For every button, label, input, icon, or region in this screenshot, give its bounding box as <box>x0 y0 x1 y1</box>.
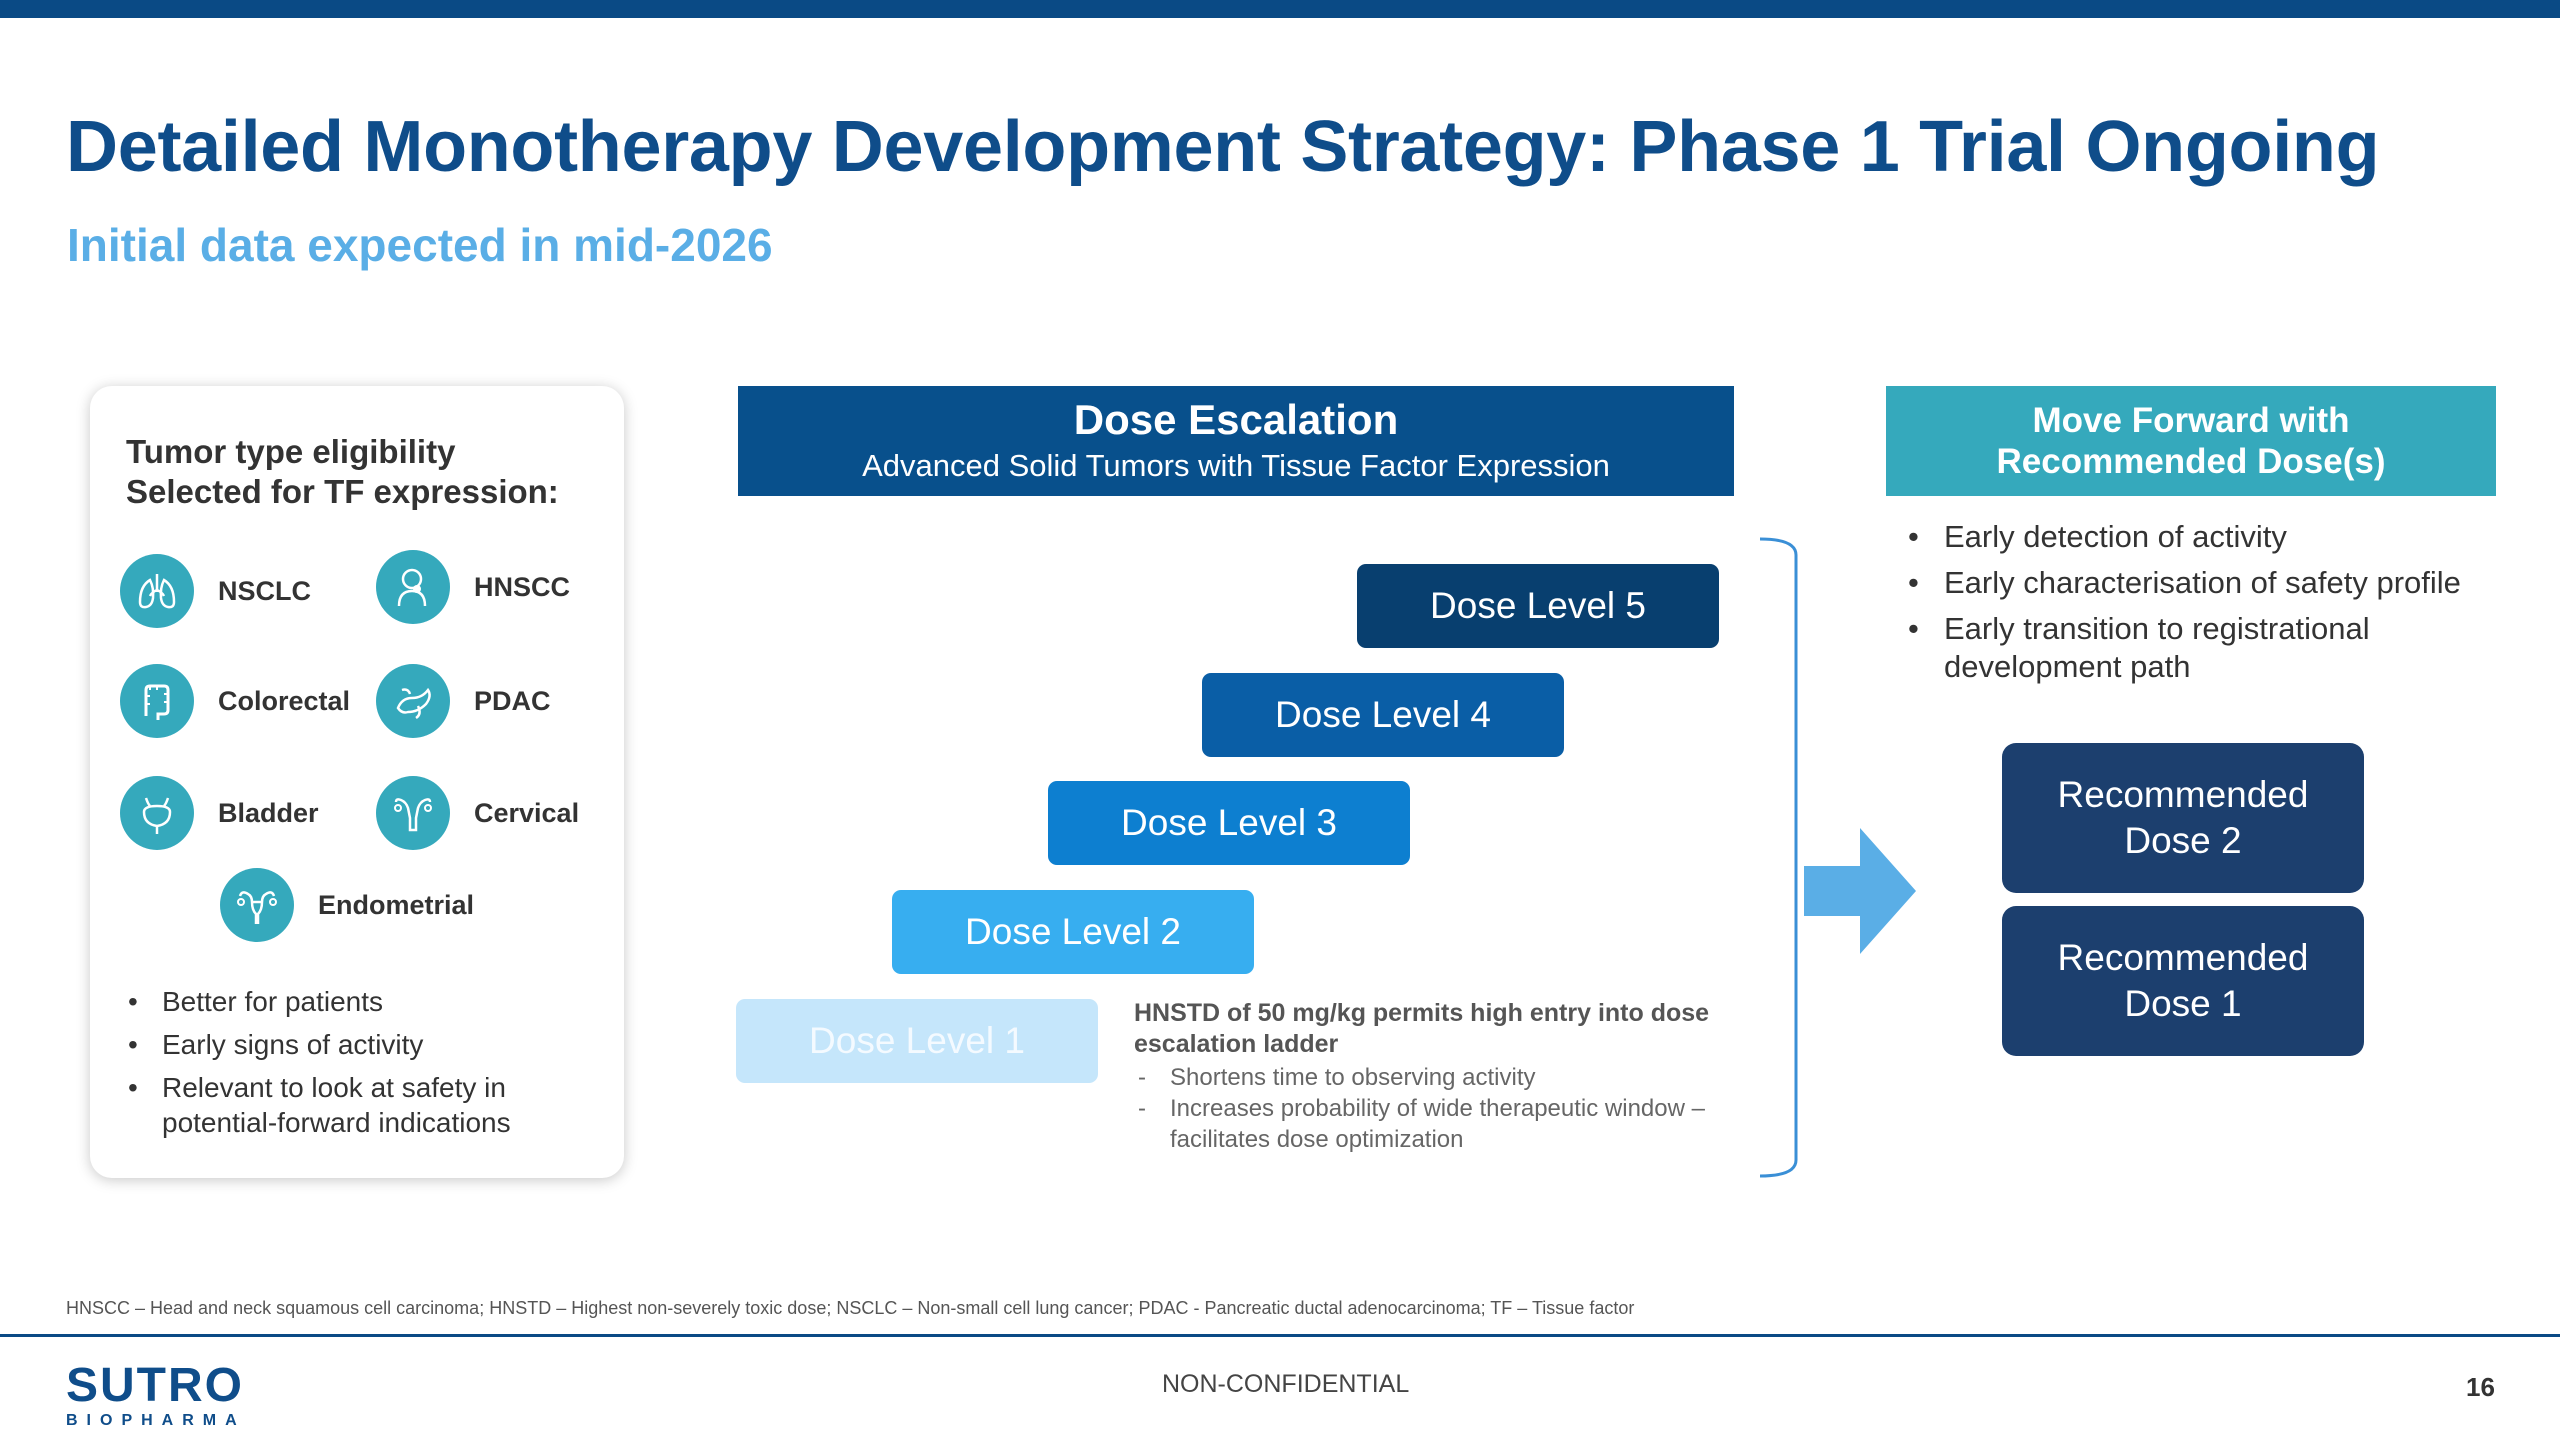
tumor-label: HNSCC <box>474 571 571 602</box>
tumor-label: Bladder <box>218 797 319 828</box>
dose-escalation-header: Dose Escalation Advanced Solid Tumors wi… <box>738 386 1734 496</box>
footer-divider <box>0 1334 2560 1337</box>
list-item: Shortens time to observing activity <box>1134 1062 1774 1093</box>
list-item: Early characterisation of safety profile <box>1906 564 2526 602</box>
recommended-dose-label: Recommended <box>2057 774 2309 815</box>
tumor-card-heading-line1: Tumor type eligibility <box>126 433 456 470</box>
tumor-eligibility-card: Tumor type eligibility Selected for TF e… <box>90 386 624 1178</box>
recommended-dose-1: Recommended Dose 1 <box>2002 906 2364 1056</box>
arrow-right-icon <box>1804 828 1916 954</box>
page-number: 16 <box>2466 1372 2495 1402</box>
tumor-card-bullets: Better for patients Early signs of activ… <box>126 984 596 1148</box>
list-item: Early signs of activity <box>126 1027 596 1062</box>
list-item: Relevant to look at safety in potential-… <box>126 1070 596 1140</box>
colon-icon <box>120 664 194 738</box>
tumor-card-heading: Tumor type eligibility Selected for TF e… <box>126 432 559 512</box>
tumor-item-pdac: PDAC <box>376 664 551 738</box>
recommended-dose-number: Dose 1 <box>2124 983 2242 1024</box>
tumor-label: Cervical <box>474 797 580 828</box>
dose-level-3: Dose Level 3 <box>1048 781 1410 865</box>
recommended-dose-2: Recommended Dose 2 <box>2002 743 2364 893</box>
dose-level-2: Dose Level 2 <box>892 890 1254 974</box>
hnstd-note: HNSTD of 50 mg/kg permits high entry int… <box>1134 998 1774 1155</box>
tumor-label: Colorectal <box>218 685 351 716</box>
lungs-icon <box>120 554 194 628</box>
tumor-item-hnscc: HNSCC <box>376 550 570 624</box>
tumor-label: Endometrial <box>318 889 475 920</box>
list-item: Increases probability of wide therapeuti… <box>1134 1093 1774 1155</box>
pancreas-icon <box>376 664 450 738</box>
tumor-item-nsclc: NSCLC <box>120 554 311 628</box>
dose-escalation-title: Dose Escalation <box>1073 396 1399 443</box>
list-item: Early detection of activity <box>1906 518 2526 556</box>
right-bracket <box>1759 537 1798 1178</box>
move-forward-title-line1: Move Forward with <box>2032 401 2350 440</box>
tumor-item-colorectal: Colorectal <box>120 664 350 738</box>
move-forward-bullets: Early detection of activity Early charac… <box>1906 518 2526 694</box>
tumor-label: NSCLC <box>218 575 311 606</box>
logo-wordmark: SUTRO <box>66 1359 244 1412</box>
abbreviations-footnote: HNSCC – Head and neck squamous cell carc… <box>66 1298 1635 1318</box>
head-neck-icon <box>376 550 450 624</box>
list-item: Better for patients <box>126 984 596 1019</box>
move-forward-header: Move Forward with Recommended Dose(s) <box>1886 386 2496 496</box>
dose-escalation-subtitle: Advanced Solid Tumors with Tissue Factor… <box>862 448 1610 483</box>
confidentiality-label: NON-CONFIDENTIAL <box>1162 1370 1410 1398</box>
dose-level-4: Dose Level 4 <box>1202 673 1564 757</box>
cervix-icon <box>376 776 450 850</box>
uterus-icon <box>220 868 294 942</box>
tumor-card-heading-line2: Selected for TF expression: <box>126 473 559 510</box>
tumor-item-bladder: Bladder <box>120 776 319 850</box>
top-accent-bar <box>0 0 2560 18</box>
sutro-logo: SUTRO BIOPHARMA <box>66 1362 246 1430</box>
bladder-icon <box>120 776 194 850</box>
hnstd-points: Shortens time to observing activity Incr… <box>1134 1062 1774 1155</box>
move-forward-title-line2: Recommended Dose(s) <box>1996 442 2386 481</box>
recommended-dose-number: Dose 2 <box>2124 820 2242 861</box>
slide-title: Detailed Monotherapy Development Strateg… <box>66 107 2380 187</box>
logo-subtext: BIOPHARMA <box>66 1412 246 1429</box>
dose-level-1: Dose Level 1 <box>736 999 1098 1083</box>
slide-subtitle: Initial data expected in mid-2026 <box>67 219 773 271</box>
tumor-item-endometrial: Endometrial <box>220 868 474 942</box>
dose-level-5: Dose Level 5 <box>1357 564 1719 648</box>
hnstd-title: HNSTD of 50 mg/kg permits high entry int… <box>1134 999 1710 1058</box>
tumor-item-cervical: Cervical <box>376 776 579 850</box>
list-item: Early transition to registrational devel… <box>1906 610 2526 686</box>
tumor-label: PDAC <box>474 685 551 716</box>
recommended-dose-label: Recommended <box>2057 937 2309 978</box>
